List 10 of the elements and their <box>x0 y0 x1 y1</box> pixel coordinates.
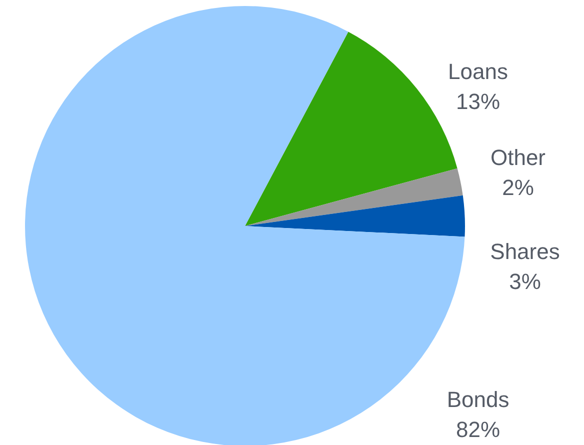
data-label: 3% <box>509 269 541 294</box>
pie-slice <box>245 195 465 237</box>
data-label: 13% <box>456 89 500 114</box>
data-label: 82% <box>456 417 500 442</box>
slice-label: Shares <box>490 239 560 264</box>
slice-label: Bonds <box>446 387 510 412</box>
data-label: 2% <box>502 175 534 200</box>
slice-label: Other <box>490 145 546 170</box>
pie-slice <box>245 168 463 226</box>
slice-label: Loans <box>448 59 508 84</box>
